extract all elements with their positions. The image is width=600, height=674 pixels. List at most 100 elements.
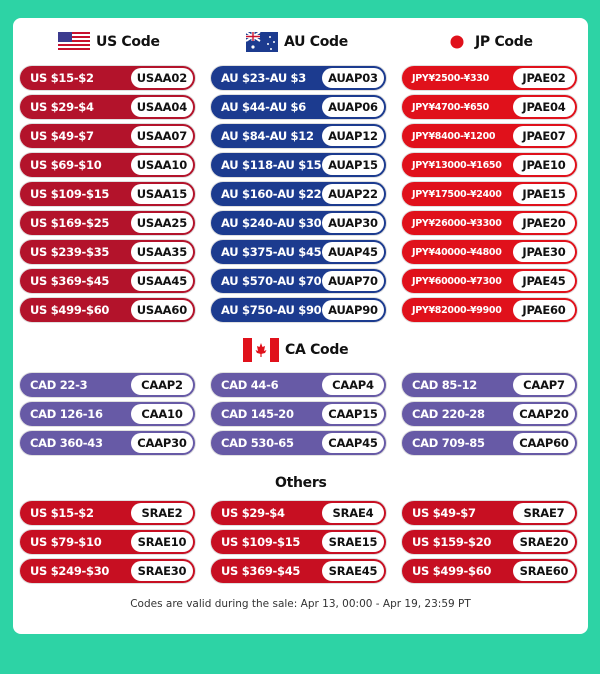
ca-code-pill[interactable]: CAD 530-65 CAAP45 [211,431,386,455]
promo-code[interactable]: SRAE15 [322,532,384,552]
promo-code[interactable]: SRAE60 [513,561,575,581]
promo-code[interactable]: CAAP15 [322,404,384,424]
jp-code-pill[interactable]: JPY¥13000-¥1650 JPAE10 [402,153,577,177]
ca-code-pill[interactable]: CAD 85-12 CAAP7 [402,373,577,397]
promo-code[interactable]: AUAP12 [322,126,384,146]
us-code-pill[interactable]: US $15-$2 USAA02 [20,66,195,90]
jp-code-pill[interactable]: JPY¥40000-¥4800 JPAE30 [402,240,577,264]
jp-code-pill[interactable]: JPY¥2500-¥330 JPAE02 [402,66,577,90]
promo-code[interactable]: JPAE20 [513,213,575,233]
promo-code[interactable]: USAA25 [130,213,193,233]
au-code-pill[interactable]: AU $84-AU $12 AUAP12 [211,124,386,148]
jp-code-pill[interactable]: JPY¥17500-¥2400 JPAE15 [402,182,577,206]
us-code-pill[interactable]: US $109-$15 USAA15 [20,182,195,206]
jp-code-pill[interactable]: JPY¥8400-¥1200 JPAE07 [402,124,577,148]
others-code-pill[interactable]: US $109-$15 SRAE15 [211,530,386,554]
ca-code-pill[interactable]: CAD 145-20 CAAP15 [211,402,386,426]
discount-amount: JPY¥40000-¥4800 [412,246,502,258]
promo-code[interactable]: CAAP45 [322,433,384,453]
promo-code[interactable]: CAAP4 [322,375,384,395]
others-code-pill[interactable]: US $15-$2 SRAE2 [20,501,195,525]
ca-code-pill[interactable]: CAD 220-28 CAAP20 [402,402,577,426]
jp-header: JP Code [449,32,533,52]
promo-code[interactable]: SRAE20 [513,532,575,552]
promo-code[interactable]: JPAE07 [513,126,575,146]
promo-code[interactable]: CAAP2 [131,375,193,395]
us-code-pill[interactable]: US $49-$7 USAA07 [20,124,195,148]
discount-amount: JPY¥17500-¥2400 [412,188,502,200]
promo-code[interactable]: SRAE2 [131,503,193,523]
jp-code-pill[interactable]: JPY¥60000-¥7300 JPAE45 [402,269,577,293]
promo-code[interactable]: AUAP90 [322,300,384,320]
others-code-pill[interactable]: US $49-$7 SRAE7 [402,501,577,525]
jp-code-pill[interactable]: JPY¥4700-¥650 JPAE04 [402,95,577,119]
promo-code[interactable]: CAAP30 [131,433,193,453]
promo-code[interactable]: CAA10 [131,404,193,424]
jp-code-pill[interactable]: JPY¥26000-¥3300 JPAE20 [402,211,577,235]
us-code-pill[interactable]: US $169-$25 USAA25 [20,211,195,235]
promo-code[interactable]: USAA10 [130,155,193,175]
promo-code[interactable]: USAA35 [130,242,193,262]
discount-amount: JPY¥82000-¥9900 [412,304,502,316]
ca-code-pill[interactable]: CAD 360-43 CAAP30 [20,431,195,455]
discount-amount: AU $23-AU $3 [221,71,306,85]
promo-code[interactable]: SRAE10 [131,532,193,552]
discount-amount: CAD 360-43 [30,436,103,450]
au-code-pill[interactable]: AU $118-AU $15 AUAP15 [211,153,386,177]
promo-code[interactable]: AUAP06 [322,97,384,117]
promo-code[interactable]: CAAP20 [513,404,575,424]
promo-code[interactable]: USAA04 [130,97,193,117]
discount-amount: JPY¥2500-¥330 [412,72,489,84]
others-code-pill[interactable]: US $79-$10 SRAE10 [20,530,195,554]
promo-code[interactable]: JPAE04 [513,97,575,117]
au-code-pill[interactable]: AU $160-AU $22 AUAP22 [211,182,386,206]
au-code-pill[interactable]: AU $375-AU $45 AUAP45 [211,240,386,264]
us-code-pill[interactable]: US $239-$35 USAA35 [20,240,195,264]
promo-code[interactable]: USAA02 [130,68,193,88]
us-code-pill[interactable]: US $499-$60 USAA60 [20,298,195,322]
au-code-pill[interactable]: AU $23-AU $3 AUAP03 [211,66,386,90]
others-code-pill[interactable]: US $159-$20 SRAE20 [402,530,577,554]
promo-code[interactable]: CAAP7 [513,375,575,395]
promo-code[interactable]: SRAE30 [131,561,193,581]
promo-code[interactable]: CAAP60 [513,433,575,453]
others-code-pill[interactable]: US $369-$45 SRAE45 [211,559,386,583]
promo-code[interactable]: JPAE60 [513,300,575,320]
us-code-pill[interactable]: US $29-$4 USAA04 [20,95,195,119]
promo-code[interactable]: JPAE15 [513,184,575,204]
promo-code[interactable]: USAA45 [130,271,193,291]
promo-code[interactable]: JPAE10 [513,155,575,175]
us-code-pill[interactable]: US $69-$10 USAA10 [20,153,195,177]
us-code-pill[interactable]: US $369-$45 USAA45 [20,269,195,293]
discount-amount: US $69-$10 [30,158,102,172]
promo-code[interactable]: AUAP70 [322,271,384,291]
promo-code[interactable]: AUAP22 [322,184,384,204]
au-code-pill[interactable]: AU $240-AU $30 AUAP30 [211,211,386,235]
promo-code[interactable]: AUAP15 [322,155,384,175]
promo-code[interactable]: SRAE4 [322,503,384,523]
promo-code[interactable]: SRAE45 [322,561,384,581]
promo-code[interactable]: JPAE45 [513,271,575,291]
promo-code[interactable]: AUAP03 [322,68,384,88]
promo-code[interactable]: JPAE02 [513,68,575,88]
promo-code[interactable]: SRAE7 [513,503,575,523]
promo-code[interactable]: USAA60 [130,300,193,320]
others-code-pill[interactable]: US $249-$30 SRAE30 [20,559,195,583]
promo-code[interactable]: AUAP30 [322,213,384,233]
ca-code-pill[interactable]: CAD 44-6 CAAP4 [211,373,386,397]
promo-code[interactable]: AUAP45 [322,242,384,262]
au-code-pill[interactable]: AU $750-AU $90 AUAP90 [211,298,386,322]
discount-amount: US $239-$35 [30,245,110,259]
jp-code-pill[interactable]: JPY¥82000-¥9900 JPAE60 [402,298,577,322]
promo-code[interactable]: USAA15 [130,184,193,204]
ca-code-pill[interactable]: CAD 709-85 CAAP60 [402,431,577,455]
ca-code-pill[interactable]: CAD 22-3 CAAP2 [20,373,195,397]
others-code-pill[interactable]: US $29-$4 SRAE4 [211,501,386,525]
promo-code[interactable]: JPAE30 [513,242,575,262]
discount-amount: JPY¥26000-¥3300 [412,217,502,229]
others-code-pill[interactable]: US $499-$60 SRAE60 [402,559,577,583]
ca-code-pill[interactable]: CAD 126-16 CAA10 [20,402,195,426]
promo-code[interactable]: USAA07 [130,126,193,146]
au-code-pill[interactable]: AU $570-AU $70 AUAP70 [211,269,386,293]
au-code-pill[interactable]: AU $44-AU $6 AUAP06 [211,95,386,119]
